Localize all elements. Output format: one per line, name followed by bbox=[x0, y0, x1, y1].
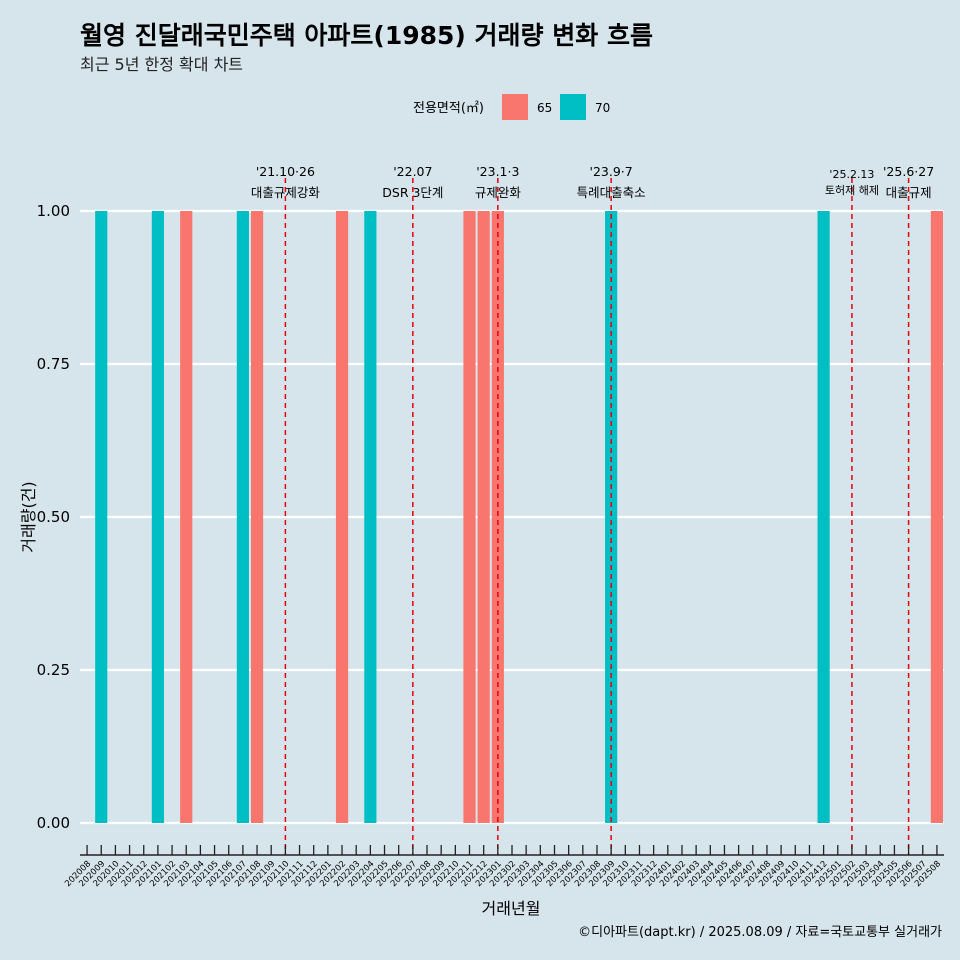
annotation-date: '25.6·27 bbox=[883, 164, 934, 179]
x-axis: 2020082020092020102020112020122021012021… bbox=[63, 845, 944, 889]
y-tick-label: 0.50 bbox=[37, 508, 70, 526]
annotation-date: '23.1·3 bbox=[476, 164, 519, 179]
x-axis-label: 거래년월 bbox=[482, 899, 541, 918]
bar-70-202309 bbox=[605, 211, 618, 823]
bar-65-202212 bbox=[477, 211, 490, 823]
bar-65-202108 bbox=[250, 211, 264, 823]
bar-65-202202 bbox=[335, 211, 349, 823]
legend-label-70: 70 bbox=[595, 101, 610, 115]
chart-subtitle: 최근 5년 한정 확대 차트 bbox=[80, 55, 243, 74]
annotation-lines: '21.10·26 대출규제강화 '22.07 DSR 3단계 '23.1·3 규제완화 '… bbox=[251, 164, 934, 855]
annotation-date: '21.10·26 bbox=[256, 164, 315, 179]
bar-65-202211 bbox=[463, 211, 476, 823]
legend-label-65: 65 bbox=[537, 101, 552, 115]
bars bbox=[95, 211, 944, 823]
y-tick-label: 0.25 bbox=[37, 661, 70, 679]
legend-swatch-65 bbox=[502, 94, 528, 120]
annotation-label: 특례대출축소 bbox=[577, 185, 646, 200]
annotation-label: 토허제 해제 bbox=[825, 183, 879, 197]
y-tick-label: 1.00 bbox=[37, 202, 70, 220]
annotation-date: '23.9·7 bbox=[590, 164, 633, 179]
y-gridlines bbox=[80, 209, 944, 825]
annotation-label: 대출규제 bbox=[886, 185, 932, 200]
bar-70-202412 bbox=[817, 211, 830, 823]
bar-70-202009 bbox=[95, 211, 108, 823]
legend-title: 전용면적(㎡) bbox=[413, 101, 484, 116]
bar-65-202301 bbox=[491, 211, 504, 823]
annotation-label: 규제완화 bbox=[475, 185, 522, 200]
bar-65-202103 bbox=[180, 211, 193, 823]
bar-70-202101 bbox=[151, 211, 164, 823]
y-tick-label: 0.00 bbox=[37, 814, 70, 832]
chart-title: 월영 진달래국민주택 아파트(1985) 거래량 변화 흐름 bbox=[80, 21, 653, 50]
bar-65-202508 bbox=[930, 211, 944, 823]
bar-70-202204 bbox=[364, 211, 377, 823]
y-axis-label: 거래량(건) bbox=[19, 481, 38, 552]
annotation-label: DSR 3단계 bbox=[382, 185, 443, 200]
legend-swatch-70 bbox=[560, 94, 586, 120]
caption: ©디아파트(dapt.kr) / 2025.08.09 / 자료=국토교통부 실… bbox=[578, 925, 942, 940]
bar-70-202107 bbox=[236, 211, 249, 823]
y-tick-labels: 0.00 0.25 0.50 0.75 1.00 bbox=[37, 202, 70, 832]
annotation-date: '25.2.13 bbox=[829, 168, 874, 181]
legend: 전용면적(㎡) 65 70 bbox=[413, 94, 610, 120]
y-tick-label: 0.75 bbox=[37, 355, 70, 373]
annotation-label: 대출규제강화 bbox=[251, 185, 321, 200]
annotation-date: '22.07 bbox=[393, 164, 432, 179]
